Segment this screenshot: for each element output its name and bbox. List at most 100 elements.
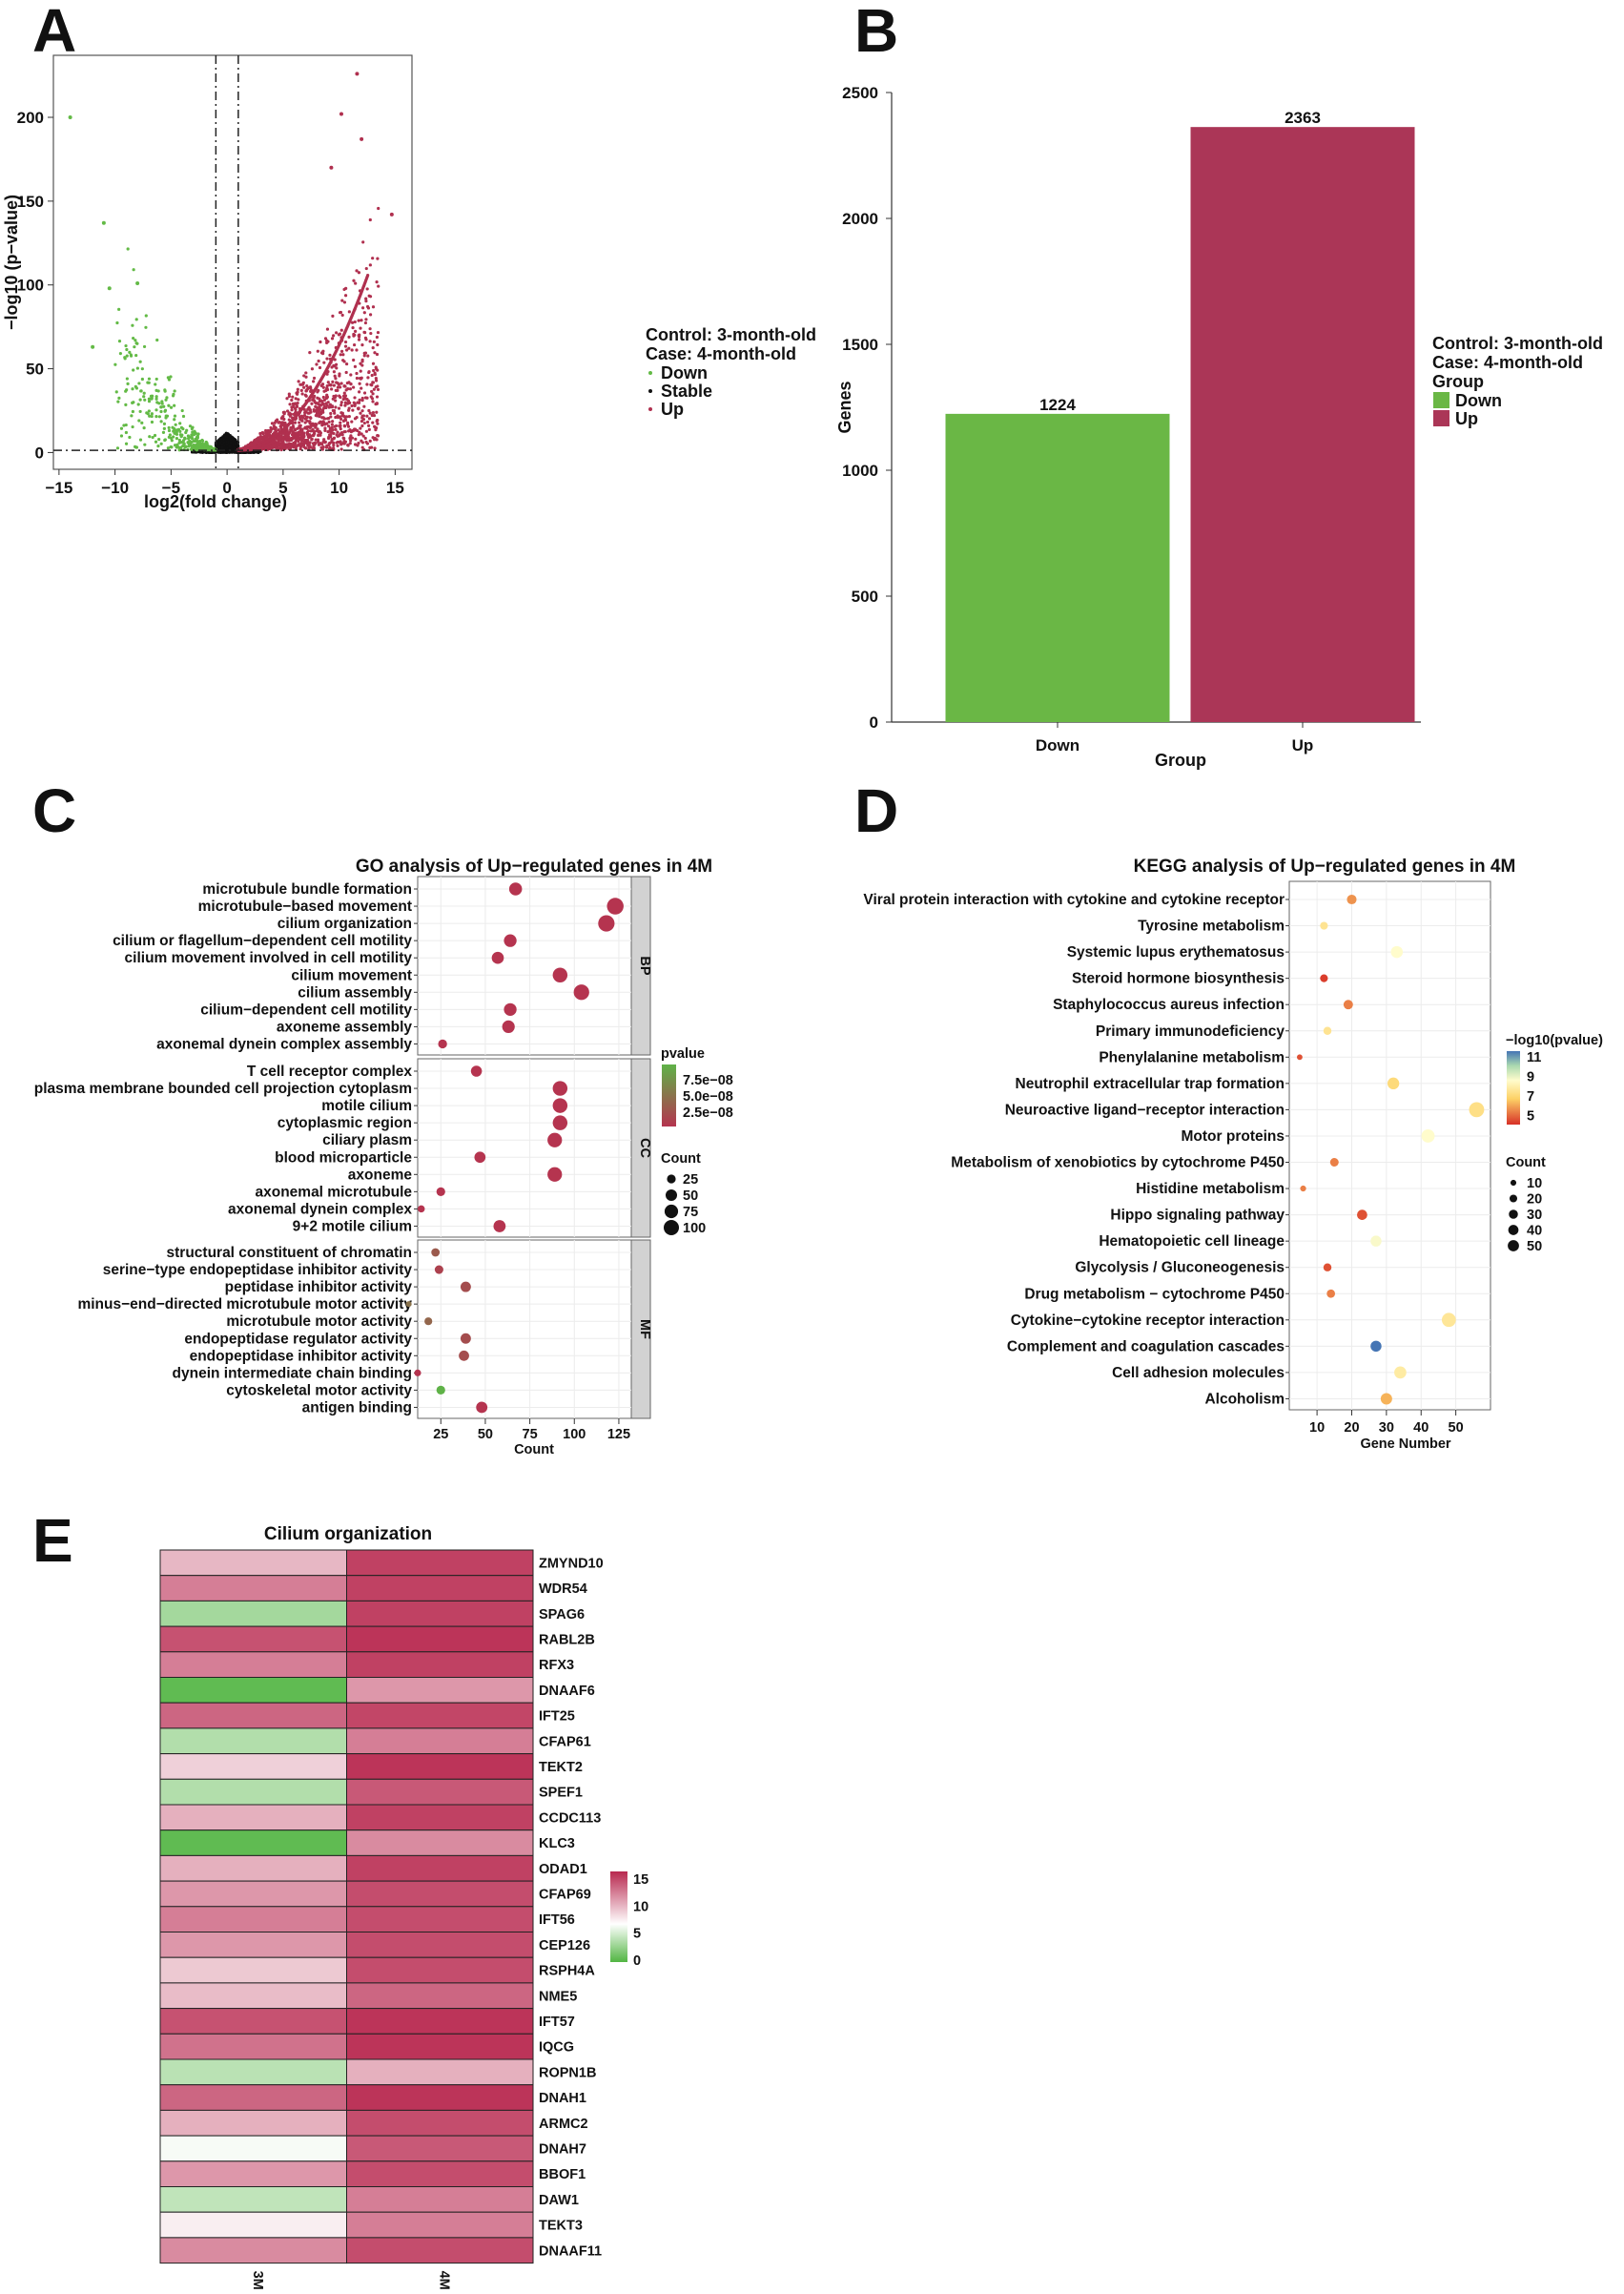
point-down: [155, 338, 159, 342]
point-up: [289, 437, 293, 442]
point-up: [368, 327, 372, 331]
dot: [1441, 1312, 1456, 1328]
point-down: [201, 443, 206, 446]
point-down: [134, 339, 137, 342]
term-label: cilium organization: [278, 916, 412, 932]
point-up: [297, 439, 300, 444]
point-down: [117, 396, 121, 400]
dot: [573, 984, 589, 1001]
point-down: [174, 423, 177, 426]
point-up: [357, 441, 360, 445]
point-down: [132, 336, 135, 341]
legend-title: Control: 3-month-old: [1432, 334, 1603, 353]
point-down: [161, 430, 166, 435]
point-up: [297, 380, 300, 383]
point-down: [134, 318, 138, 321]
size-label: 75: [683, 1205, 698, 1220]
row-label: ROPN1B: [539, 2065, 596, 2080]
term-label: microtubule bundle formation: [202, 881, 412, 898]
point-up: [348, 442, 352, 445]
point-down: [140, 367, 144, 371]
dot: [1421, 1128, 1435, 1143]
point-up: [333, 364, 337, 368]
point-stable: [234, 442, 237, 445]
point-up: [331, 420, 335, 424]
row-label: ODAD1: [539, 1862, 587, 1877]
row-label: SPAG6: [539, 1607, 585, 1622]
point-up: [345, 397, 349, 402]
point-down: [175, 443, 179, 446]
term-label: Viral protein interaction with cytokine …: [863, 892, 1285, 908]
legend-label: Up: [661, 400, 684, 419]
point-up: [362, 404, 366, 408]
point-up: [316, 396, 319, 400]
x-tick-label: 125: [607, 1427, 630, 1442]
point-down: [128, 350, 132, 354]
point-down: [131, 409, 134, 414]
point-up: [299, 429, 304, 433]
point-up: [332, 444, 336, 447]
dot: [491, 951, 504, 964]
dot: [470, 1065, 483, 1077]
point-up: [328, 353, 332, 357]
point-up: [359, 369, 362, 373]
term-label: Phenylalanine metabolism: [1099, 1049, 1285, 1065]
point-down: [157, 402, 161, 405]
dot: [606, 898, 624, 915]
facet-label: MF: [637, 1319, 652, 1339]
dot: [547, 1132, 563, 1147]
point-down: [154, 397, 158, 401]
heatmap-cell: [346, 1778, 534, 1806]
point-up: [362, 421, 366, 425]
point-up: [359, 426, 362, 430]
point-down: [134, 445, 139, 449]
point-up: [336, 444, 339, 447]
term-label: microtubule motor activity: [226, 1313, 412, 1330]
term-label: Neutrophil extracellular trap formation: [1016, 1076, 1285, 1092]
point-up: [348, 387, 353, 391]
point-up: [353, 364, 358, 368]
y-tick-label: 50: [26, 361, 44, 379]
heatmap-cell: [346, 1651, 534, 1679]
colorbar: [662, 1064, 676, 1126]
heatmap-cell: [159, 1753, 347, 1780]
point-up: [271, 432, 275, 437]
term-label: Alcoholism: [1204, 1391, 1285, 1407]
point-up: [362, 311, 366, 315]
bar-down: [945, 413, 1170, 722]
point-down: [138, 409, 142, 414]
dot: [1370, 1340, 1382, 1353]
colorbar-label: 7.5e−08: [683, 1073, 733, 1088]
point-up: [261, 439, 265, 443]
point-up: [371, 362, 376, 365]
dot: [460, 1281, 471, 1292]
point-up: [339, 353, 342, 357]
row-label: DNAAF6: [539, 1684, 595, 1699]
term-label: Drug metabolism − cytochrome P450: [1024, 1286, 1285, 1302]
term-label: endopeptidase regulator activity: [184, 1331, 412, 1347]
point-up: [339, 411, 343, 415]
point-up: [269, 425, 273, 430]
point-up: [355, 269, 359, 273]
dot: [1390, 945, 1404, 959]
point-up: [355, 348, 359, 352]
point-stable: [233, 445, 237, 449]
point-up: [363, 320, 368, 325]
point-up: [303, 393, 307, 397]
point-up: [367, 427, 371, 431]
point-down: [178, 422, 182, 425]
dot: [1469, 1102, 1485, 1118]
point-up: [343, 418, 348, 423]
point-up: [338, 372, 341, 376]
point-up: [282, 443, 286, 446]
point-down: [150, 414, 154, 419]
point-up: [322, 361, 326, 364]
point-down: [113, 362, 117, 366]
point-up: [327, 442, 331, 445]
dot: [493, 1220, 506, 1232]
point-down: [195, 437, 198, 441]
point-up: [359, 411, 362, 415]
point-up: [370, 389, 374, 394]
point-down: [173, 444, 177, 447]
point-up: [375, 335, 380, 340]
